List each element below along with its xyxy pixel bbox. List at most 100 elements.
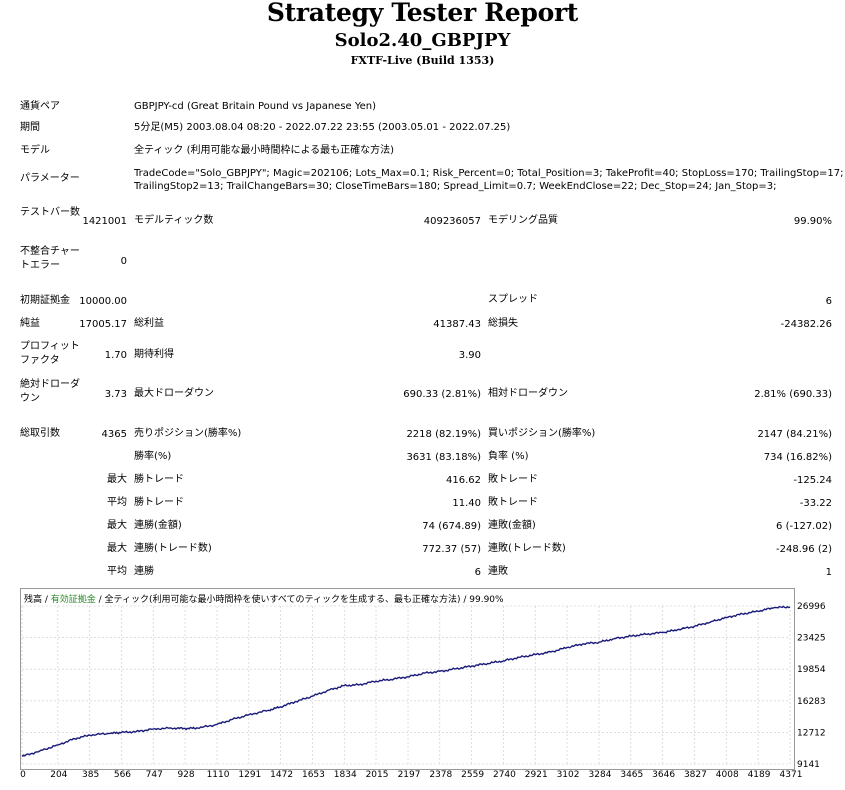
- gross-profit-value: 41387.43: [433, 319, 481, 330]
- model-value: 全ティック (利用可能な最小時間枠による最も正確な方法): [134, 145, 395, 156]
- avg-cons-loss-label: 連敗: [488, 566, 508, 577]
- avg-win-label: 勝トレード: [134, 497, 184, 508]
- balance-chart-frame: [20, 588, 795, 770]
- legend-equity: 有効証拠金: [50, 595, 96, 605]
- gross-loss-value: -24382.26: [780, 319, 832, 330]
- short-value: 2218 (82.19%): [406, 429, 481, 440]
- avg-word-1: 平均: [107, 497, 127, 508]
- deposit-value: 10000.00: [79, 296, 127, 307]
- x-tick-label: 4371: [780, 770, 803, 780]
- legend-balance: 残高: [24, 595, 43, 605]
- avg-cons-win-value: 6: [474, 567, 481, 578]
- cons-win-trades-value: 772.37 (57): [422, 544, 481, 555]
- net-value: 17005.17: [79, 319, 127, 330]
- symbol-value: GBPJPY-cd (Great Britain Pound vs Japane…: [134, 101, 377, 112]
- avg-word-2: 平均: [107, 566, 127, 577]
- avg-loss-value: -33.22: [799, 498, 832, 509]
- x-tick-label: 1472: [270, 770, 293, 780]
- loss-value: 734 (16.82%): [763, 452, 832, 463]
- x-tick-label: 1110: [207, 770, 230, 780]
- y-tick-label: 26996: [797, 602, 826, 612]
- params-line-2: TrailingStop2=13; TrailChangeBars=30; Cl…: [134, 181, 777, 192]
- spread-value: 6: [825, 296, 832, 307]
- avg-win-value: 11.40: [452, 498, 481, 509]
- chart-legend: 残高 / 有効証拠金 / 全ティック(利用可能な最小時間枠を使いすべてのティック…: [24, 592, 504, 605]
- cons-loss-money-label: 連敗(金額): [488, 520, 536, 531]
- legend-sep-1: /: [42, 595, 51, 605]
- expected-label: 期待利得: [134, 349, 174, 360]
- avg-loss-label: 敗トレード: [488, 497, 538, 508]
- x-tick-label: 3646: [652, 770, 675, 780]
- report-subtitle: Solo2.40_GBPJPY: [334, 30, 511, 51]
- trades-label: 総取引数: [20, 428, 60, 439]
- cons-win-money-value: 74 (674.89): [422, 521, 481, 532]
- loss-label: 負率 (%): [488, 451, 529, 462]
- x-tick-label: 747: [146, 770, 163, 780]
- y-tick-label: 16283: [797, 697, 826, 707]
- x-tick-label: 1834: [334, 770, 357, 780]
- abs-dd-value: 3.73: [104, 389, 127, 400]
- x-tick-label: 928: [177, 770, 194, 780]
- mismatch-label: 不整合チャートエラー: [20, 246, 80, 271]
- bars-value: 1421001: [82, 216, 127, 227]
- x-tick-label: 385: [82, 770, 99, 780]
- quality-value: 99.90%: [793, 216, 832, 227]
- x-tick-label: 1653: [302, 770, 325, 780]
- pf-value: 1.70: [104, 350, 127, 361]
- quality-label: モデリング品質: [488, 215, 558, 226]
- rel-dd-label: 相対ドローダウン: [488, 388, 568, 399]
- x-tick-label: 2378: [429, 770, 452, 780]
- x-tick-label: 3284: [589, 770, 612, 780]
- cons-win-money-label: 連勝(金額): [134, 520, 182, 531]
- cons-loss-trades-label: 連敗(トレード数): [488, 543, 566, 554]
- x-tick-label: 2015: [366, 770, 389, 780]
- avg-cons-loss-value: 1: [825, 567, 832, 578]
- ticks-label: モデルティック数: [134, 215, 214, 226]
- period-label: 期間: [20, 122, 40, 133]
- x-tick-label: 3827: [684, 770, 707, 780]
- short-label: 売りポジション(勝率%): [134, 428, 242, 439]
- trades-value: 4365: [101, 429, 127, 440]
- report-build: FXTF-Live (Build 1353): [350, 54, 495, 67]
- spread-label: スプレッド: [488, 294, 538, 305]
- cons-loss-money-value: 6 (-127.02): [776, 521, 832, 532]
- x-tick-label: 3465: [620, 770, 643, 780]
- max-dd-label: 最大ドローダウン: [134, 388, 214, 399]
- mismatch-value: 0: [120, 256, 127, 267]
- gross-profit-label: 総利益: [134, 318, 164, 329]
- x-tick-label: 2197: [398, 770, 421, 780]
- win-value: 3631 (83.18%): [406, 452, 481, 463]
- y-tick-label: 23425: [797, 634, 826, 644]
- y-tick-label: 9141: [797, 760, 820, 770]
- legend-sep-2: / 全ティック(利用可能な最小時間枠を使いすべてのティックを生成する、最も正確な…: [95, 595, 470, 605]
- x-tick-label: 4008: [716, 770, 739, 780]
- max-word-2: 最大: [107, 520, 127, 531]
- x-tick-label: 4189: [748, 770, 771, 780]
- max-win-label: 勝トレード: [134, 474, 184, 485]
- x-tick-label: 2921: [525, 770, 548, 780]
- net-label: 純益: [20, 318, 40, 329]
- pf-label: プロフィットファクタ: [20, 341, 80, 366]
- cons-win-trades-label: 連勝(トレード数): [134, 543, 212, 554]
- max-win-value: 416.62: [446, 475, 481, 486]
- x-tick-label: 2740: [493, 770, 516, 780]
- max-dd-value: 690.33 (2.81%): [403, 389, 481, 400]
- legend-quality: 99.90%: [469, 595, 504, 605]
- x-tick-label: 3102: [557, 770, 580, 780]
- deposit-label: 初期証拠金: [20, 295, 70, 306]
- params-label: パラメーター: [20, 173, 80, 184]
- x-tick-label: 1291: [238, 770, 261, 780]
- model-label: モデル: [20, 145, 50, 156]
- ticks-value: 409236057: [423, 216, 481, 227]
- period-value: 5分足(M5) 2003.08.04 08:20 - 2022.07.22 23…: [134, 122, 511, 133]
- x-tick-label: 2559: [461, 770, 484, 780]
- x-tick-label: 566: [114, 770, 131, 780]
- rel-dd-value: 2.81% (690.33): [754, 389, 832, 400]
- long-label: 買いポジション(勝率%): [488, 428, 596, 439]
- max-word-1: 最大: [107, 474, 127, 485]
- x-tick-label: 204: [50, 770, 67, 780]
- max-word-3: 最大: [107, 543, 127, 554]
- win-label: 勝率(%): [134, 451, 172, 462]
- gross-loss-label: 総損失: [488, 318, 518, 329]
- params-line-1: TradeCode="Solo_GBPJPY"; Magic=202106; L…: [134, 168, 844, 179]
